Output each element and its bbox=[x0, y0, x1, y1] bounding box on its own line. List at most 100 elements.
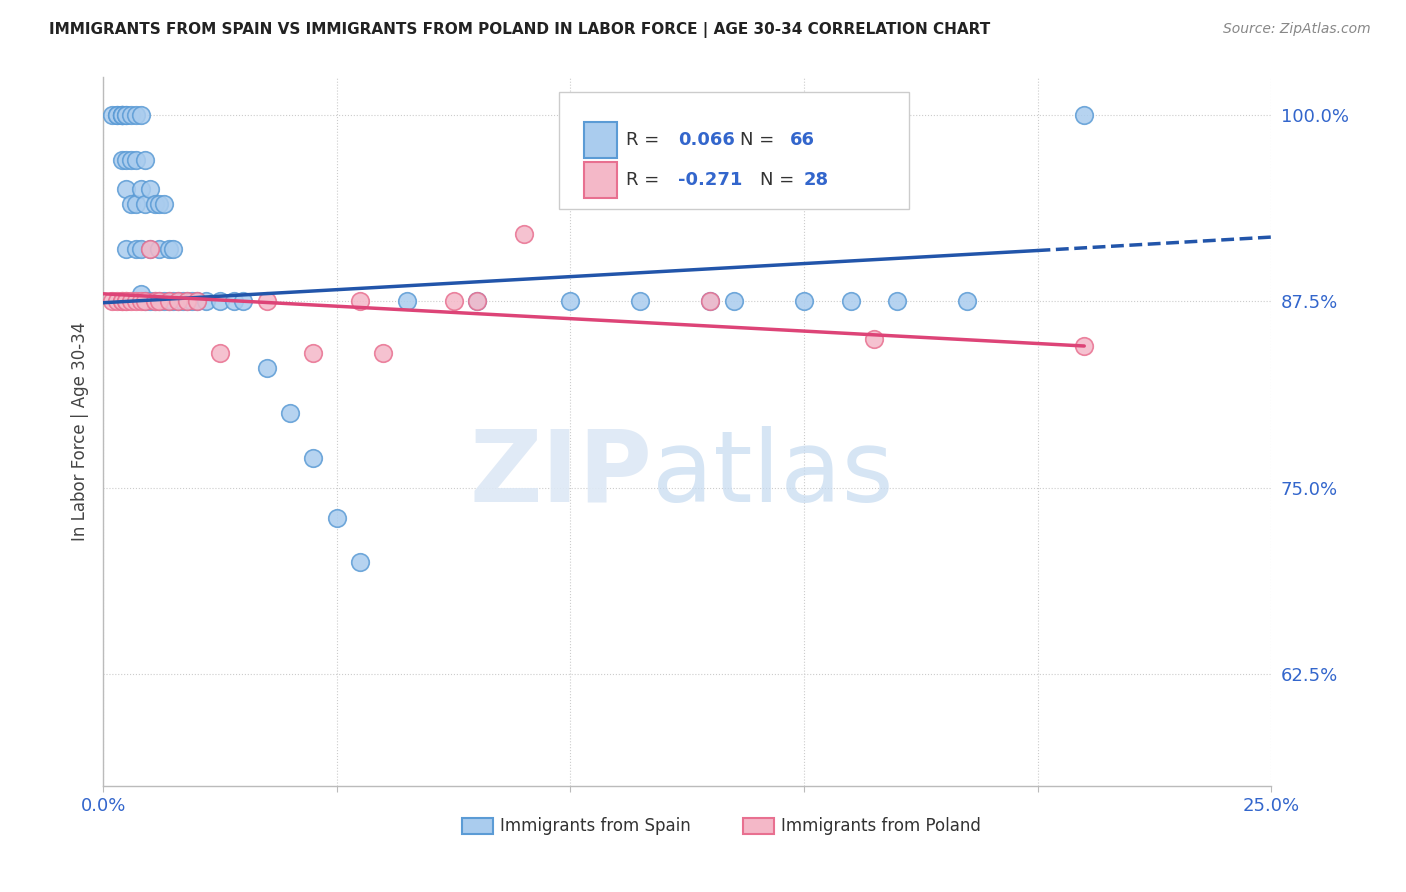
Point bbox=[222, 294, 245, 309]
Point bbox=[232, 294, 254, 309]
Point bbox=[302, 346, 325, 360]
Point bbox=[134, 197, 156, 211]
Point bbox=[125, 242, 148, 256]
Text: 66: 66 bbox=[790, 131, 815, 149]
Point bbox=[115, 294, 138, 309]
Point bbox=[349, 555, 371, 569]
Point bbox=[153, 197, 176, 211]
FancyBboxPatch shape bbox=[585, 162, 617, 198]
Point bbox=[111, 153, 134, 167]
Point bbox=[699, 294, 721, 309]
Point bbox=[120, 153, 142, 167]
Point bbox=[180, 294, 202, 309]
Point bbox=[120, 197, 142, 211]
Point bbox=[134, 294, 156, 309]
Point bbox=[176, 294, 198, 309]
Point bbox=[839, 294, 862, 309]
Point bbox=[143, 197, 166, 211]
Point bbox=[153, 294, 176, 309]
Point bbox=[125, 153, 148, 167]
Point bbox=[886, 294, 908, 309]
Point bbox=[105, 294, 128, 309]
Point bbox=[148, 242, 170, 256]
Point bbox=[723, 294, 745, 309]
Point bbox=[560, 294, 582, 309]
Point bbox=[162, 294, 184, 309]
Point bbox=[105, 108, 128, 122]
Point bbox=[1073, 108, 1095, 122]
Point bbox=[125, 108, 148, 122]
Point bbox=[157, 294, 180, 309]
Point bbox=[101, 294, 124, 309]
Text: ZIP: ZIP bbox=[470, 425, 652, 523]
Point bbox=[111, 108, 134, 122]
Text: N =: N = bbox=[759, 171, 800, 189]
Point bbox=[956, 294, 979, 309]
FancyBboxPatch shape bbox=[558, 92, 910, 209]
Text: Immigrants from Poland: Immigrants from Poland bbox=[782, 817, 981, 835]
Point bbox=[129, 182, 152, 196]
Point bbox=[134, 153, 156, 167]
Point bbox=[143, 294, 166, 309]
Point bbox=[125, 197, 148, 211]
Point bbox=[115, 294, 138, 309]
Point bbox=[148, 294, 170, 309]
Point bbox=[349, 294, 371, 309]
Point bbox=[208, 294, 231, 309]
Point bbox=[699, 294, 721, 309]
Text: atlas: atlas bbox=[652, 425, 894, 523]
Point bbox=[111, 108, 134, 122]
Point bbox=[148, 197, 170, 211]
Point bbox=[129, 294, 152, 309]
Text: 28: 28 bbox=[804, 171, 830, 189]
Point bbox=[465, 294, 488, 309]
Point bbox=[373, 346, 395, 360]
FancyBboxPatch shape bbox=[585, 122, 617, 158]
Point bbox=[793, 294, 815, 309]
Point bbox=[157, 242, 180, 256]
Point bbox=[465, 294, 488, 309]
Point bbox=[105, 108, 128, 122]
Point bbox=[111, 108, 134, 122]
Point bbox=[115, 182, 138, 196]
Point bbox=[143, 294, 166, 309]
Point bbox=[111, 294, 134, 309]
Point bbox=[101, 108, 124, 122]
Point bbox=[172, 294, 194, 309]
Point bbox=[157, 294, 180, 309]
Point bbox=[115, 108, 138, 122]
Point bbox=[139, 242, 162, 256]
Point bbox=[256, 294, 278, 309]
Y-axis label: In Labor Force | Age 30-34: In Labor Force | Age 30-34 bbox=[72, 322, 89, 541]
Point bbox=[162, 242, 184, 256]
Point bbox=[129, 242, 152, 256]
Point bbox=[443, 294, 465, 309]
Text: Source: ZipAtlas.com: Source: ZipAtlas.com bbox=[1223, 22, 1371, 37]
Text: R =: R = bbox=[627, 131, 665, 149]
Point bbox=[115, 153, 138, 167]
Text: N =: N = bbox=[740, 131, 780, 149]
Point bbox=[1073, 339, 1095, 353]
Point bbox=[186, 294, 208, 309]
Point bbox=[111, 294, 134, 309]
Text: R =: R = bbox=[627, 171, 665, 189]
Point bbox=[302, 450, 325, 465]
Text: Immigrants from Spain: Immigrants from Spain bbox=[501, 817, 690, 835]
Point bbox=[115, 242, 138, 256]
Point bbox=[628, 294, 651, 309]
Point bbox=[325, 510, 347, 524]
Point bbox=[125, 294, 148, 309]
Point bbox=[395, 294, 418, 309]
Point bbox=[120, 108, 142, 122]
Text: -0.271: -0.271 bbox=[678, 171, 742, 189]
Point bbox=[129, 108, 152, 122]
Point bbox=[167, 294, 190, 309]
Point bbox=[134, 294, 156, 309]
Point bbox=[256, 361, 278, 376]
Point bbox=[139, 182, 162, 196]
Point bbox=[208, 346, 231, 360]
Text: IMMIGRANTS FROM SPAIN VS IMMIGRANTS FROM POLAND IN LABOR FORCE | AGE 30-34 CORRE: IMMIGRANTS FROM SPAIN VS IMMIGRANTS FROM… bbox=[49, 22, 990, 38]
Point bbox=[120, 294, 142, 309]
Point bbox=[139, 294, 162, 309]
Point bbox=[186, 294, 208, 309]
